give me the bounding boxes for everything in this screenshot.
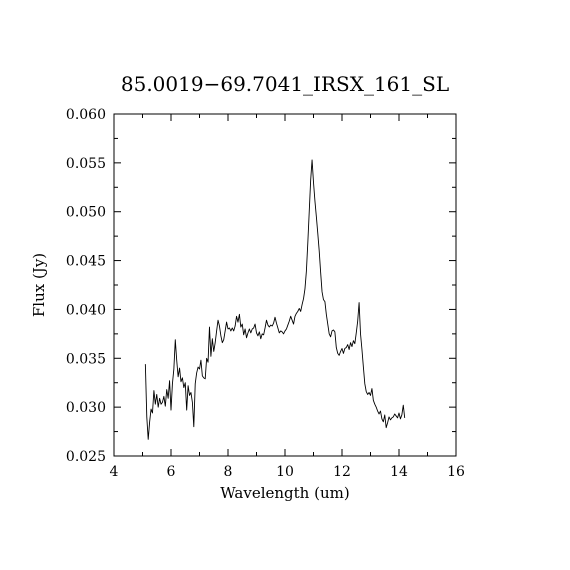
x-axis-label: Wavelength (um) bbox=[220, 484, 349, 502]
y-axis-label: Flux (Jy) bbox=[30, 253, 48, 317]
y-tick-label: 0.040 bbox=[66, 302, 106, 318]
y-tick-label: 0.025 bbox=[66, 449, 106, 465]
y-tick-label: 0.060 bbox=[66, 107, 106, 123]
y-tick-labels: 0.025 0.030 0.035 0.040 0.045 0.050 0.055 0.060 bbox=[66, 107, 106, 465]
y-tick-label: 0.055 bbox=[66, 156, 106, 172]
spectrum-line bbox=[144, 159, 406, 440]
x-tick-label: 16 bbox=[447, 464, 465, 480]
axis-ticks bbox=[113, 113, 457, 457]
x-tick-labels: 4 6 8 10 12 14 16 bbox=[110, 464, 465, 480]
x-tick-label: 4 bbox=[110, 464, 119, 480]
y-tick-label: 0.035 bbox=[66, 351, 106, 367]
x-tick-label: 14 bbox=[390, 464, 408, 480]
x-tick-label: 8 bbox=[224, 464, 233, 480]
y-tick-label: 0.030 bbox=[66, 400, 106, 416]
x-tick-label: 6 bbox=[167, 464, 176, 480]
x-tick-label: 12 bbox=[333, 464, 351, 480]
x-tick-label: 10 bbox=[276, 464, 294, 480]
y-tick-label: 0.050 bbox=[66, 205, 106, 221]
y-tick-label: 0.045 bbox=[66, 254, 106, 270]
chart-title: 85.0019−69.7041_IRSX_161_SL bbox=[121, 72, 449, 96]
